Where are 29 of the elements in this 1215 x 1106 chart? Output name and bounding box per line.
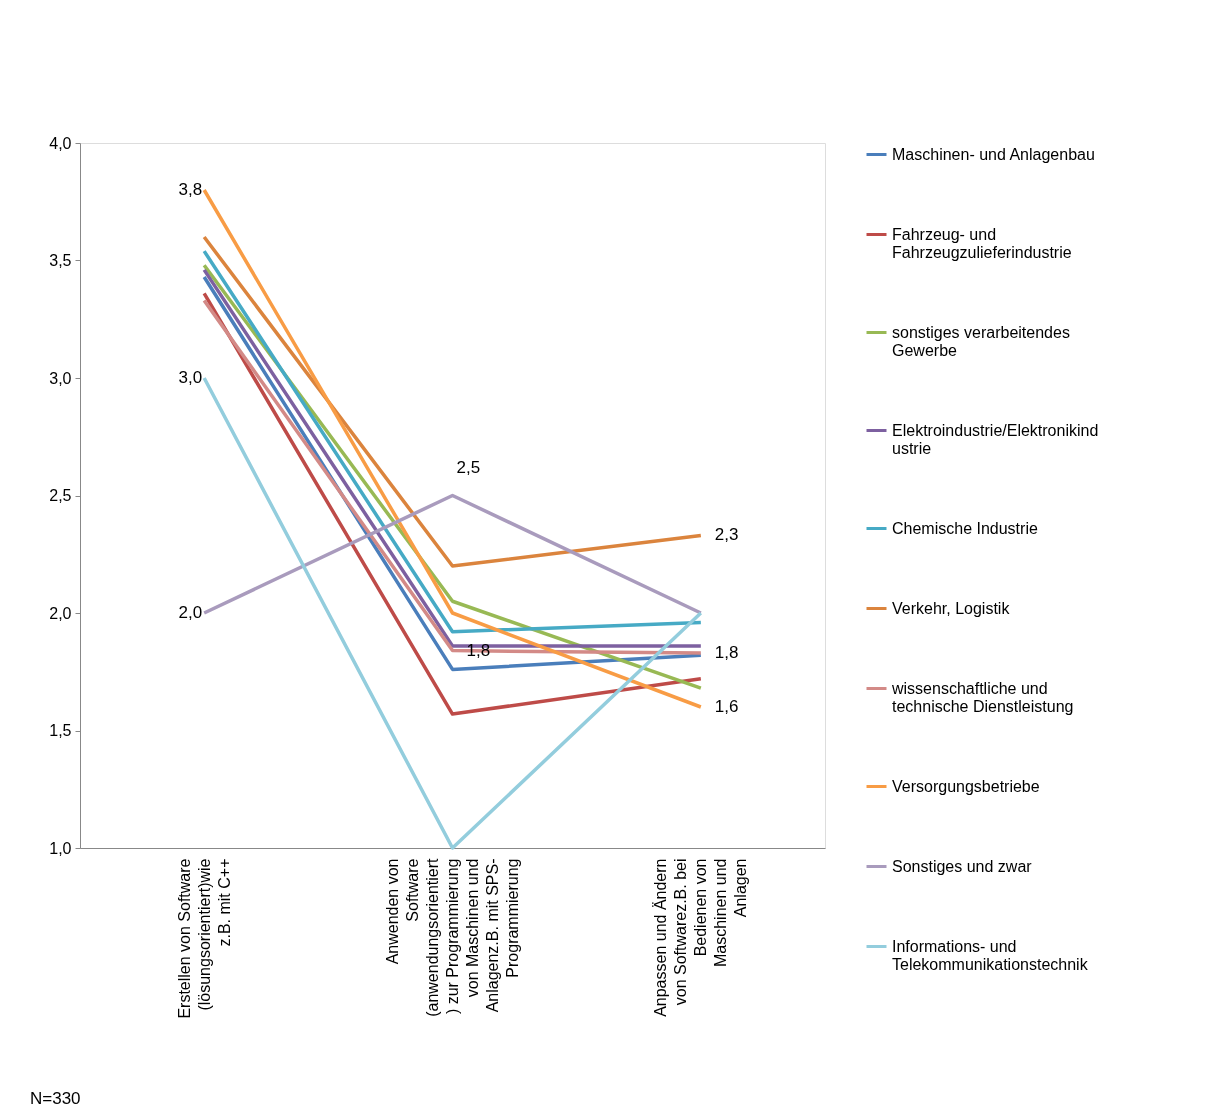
- legend-label: Elektroindustrie/Elektronikind ustrie: [892, 421, 1099, 457]
- data-label: 3,8: [178, 180, 203, 199]
- legend-label: sonstiges verarbeitendes Gewerbe: [892, 323, 1070, 359]
- y-tick-label: 2,5: [49, 487, 72, 504]
- y-tick-label: 1,0: [49, 839, 72, 857]
- legend-label: Maschinen- und Anlagenbau: [892, 145, 1095, 163]
- text: N=330: [30, 1089, 81, 1106]
- y-tick-label: 3,0: [49, 369, 72, 387]
- legend-label: Versorgungsbetriebe: [892, 777, 1040, 795]
- data-label: 3,0: [178, 368, 203, 387]
- x-tick-label: Erstellen von Software (lösungsorientiert)wie z.B. mit C++: [175, 858, 233, 1019]
- data-label: 1,6: [714, 697, 739, 716]
- y-tick-label: 4,0: [49, 134, 72, 152]
- x-tick-label: Anpassen und Ändern von Softwarez.B. bei Bedienen von Maschinen und Anlagen: [652, 858, 750, 1017]
- y-tick-label: 1,5: [49, 722, 72, 739]
- legend-label: Verkehr, Logistik: [892, 599, 1011, 617]
- y-tick-label: 3,5: [49, 252, 72, 269]
- legend-label: Informations- und Telekommunikationstechnik: [892, 937, 1089, 973]
- data-label: 1,8: [714, 642, 739, 662]
- data-label: 2,5: [456, 457, 481, 477]
- x-tick-label: Anwenden von Software (anwendungsorientiert ) zur Programmierung von Maschinen und Anlagenz.B. mit SPS- Programmierung: [384, 857, 521, 1017]
- legend-label: Fahrzeug- und Fahrzeugzulieferindustrie: [892, 225, 1072, 261]
- y-tick-label: 2,0: [49, 604, 72, 622]
- legend-label: Sonstiges und zwar: [892, 857, 1033, 875]
- data-label: 2,3: [714, 525, 739, 545]
- data-label: 1,8: [466, 640, 491, 660]
- legend-label: wissenschaftliche und technische Dienstleistung: [891, 679, 1074, 715]
- data-label: 2,0: [178, 603, 203, 622]
- legend-label: Chemische Industrie: [892, 519, 1038, 537]
